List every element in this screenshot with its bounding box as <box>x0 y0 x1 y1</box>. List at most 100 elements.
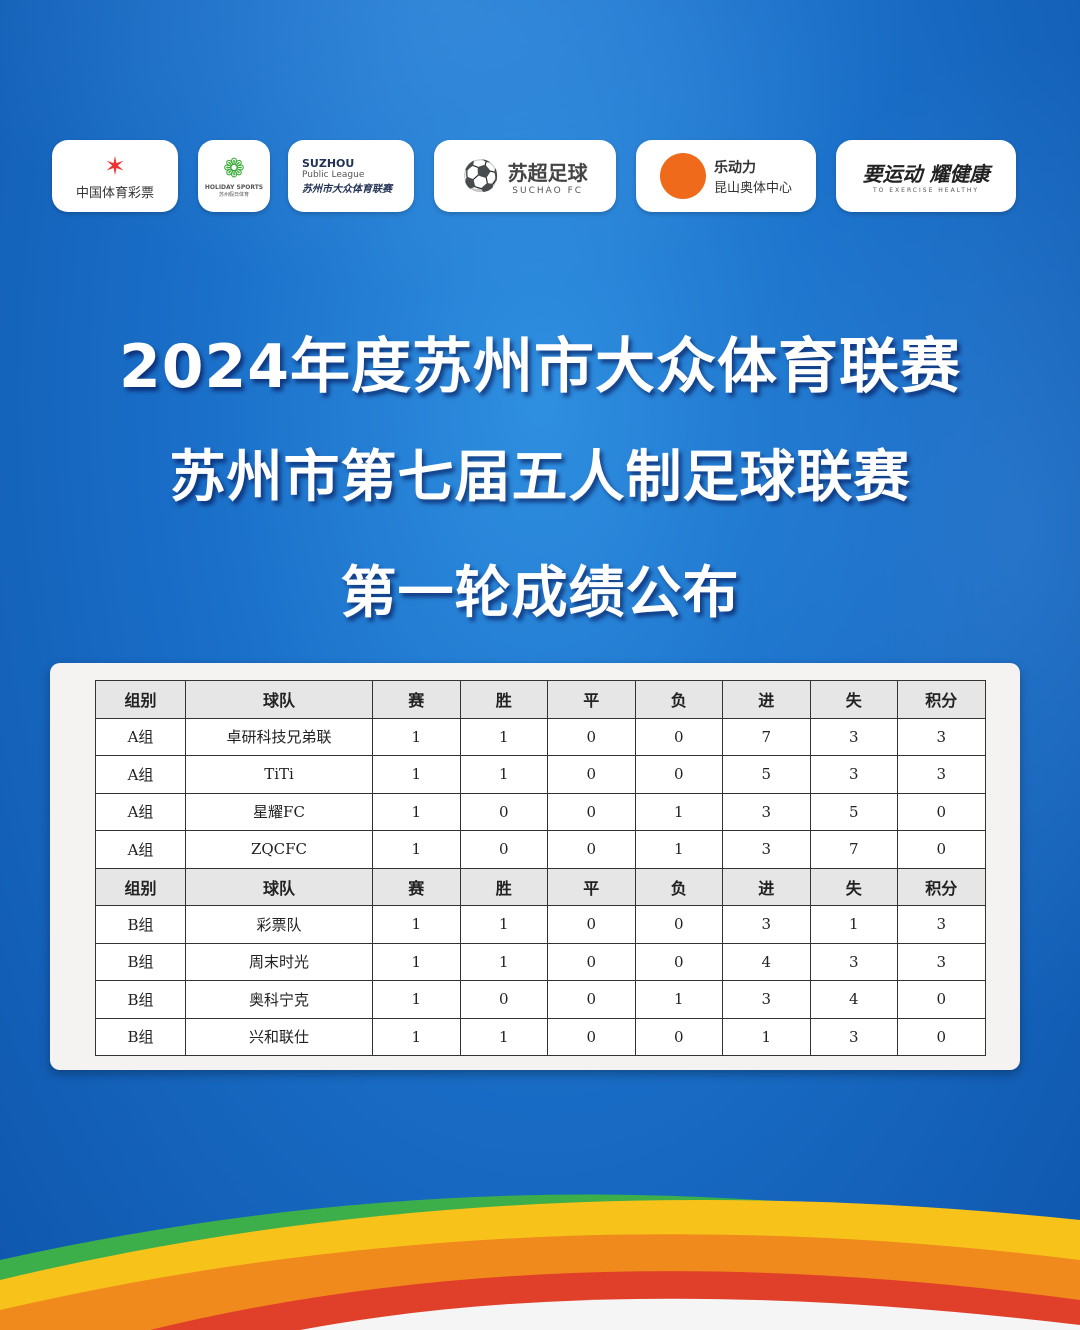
table-cell: 3 <box>809 755 898 794</box>
table-row: A组 TiTi 1 1 0 0 5 3 3 <box>95 755 986 794</box>
table-cell: 星耀FC <box>185 792 373 831</box>
logo-suzhou-public-league: SUZHOU Public League 苏州市大众体育联赛 <box>288 140 414 212</box>
table-cell: 0 <box>634 905 723 944</box>
decorative-arcs <box>0 1194 1080 1330</box>
table-cell: B组 <box>95 942 186 981</box>
table-cell: 0 <box>634 717 723 756</box>
table-row: B组 周末时光 1 1 0 0 4 3 3 <box>95 942 986 981</box>
table-cell: 0 <box>547 717 636 756</box>
table-cell: 0 <box>634 755 723 794</box>
table-cell: 3 <box>897 905 986 944</box>
table-cell: B组 <box>95 980 186 1019</box>
table-cell: 0 <box>897 830 986 869</box>
table-cell: 1 <box>372 717 461 756</box>
table-cell: 1 <box>372 792 461 831</box>
table-cell: 1 <box>372 755 461 794</box>
table-cell: 7 <box>809 830 898 869</box>
table-cell: 3 <box>722 792 811 831</box>
table-cell: ZQCFC <box>185 830 373 869</box>
table-row: A组 ZQCFC 1 0 0 1 3 7 0 <box>95 830 986 869</box>
table-row: B组 彩票队 1 1 0 0 3 1 3 <box>95 905 986 944</box>
column-header: 赛 <box>372 867 461 906</box>
table-cell: 1 <box>459 905 548 944</box>
logo-holiday-sports: ❁ HOLIDAY SPORTS 苏州假日体育 <box>198 140 270 212</box>
table-cell: 0 <box>459 792 548 831</box>
column-header: 积分 <box>897 680 986 719</box>
column-header: 失 <box>809 867 898 906</box>
table-cell: 0 <box>547 792 636 831</box>
logo-suchao-fc: ⚽ 苏超足球 SUCHAO FC <box>434 140 616 212</box>
table-cell: 1 <box>459 1017 548 1056</box>
subtitle: 苏州市第七届五人制足球联赛 <box>169 445 911 510</box>
column-header: 负 <box>634 680 723 719</box>
table-cell: 兴和联仕 <box>185 1017 373 1056</box>
table-cell: A组 <box>95 717 186 756</box>
logo-exercise-health: 要运动 耀健康 TO EXERCISE HEALTHY <box>836 140 1016 212</box>
column-header: 胜 <box>459 867 548 906</box>
table-cell: 0 <box>897 980 986 1019</box>
main-title: 2024年度苏州市大众体育联赛 <box>119 332 961 402</box>
table-cell: 0 <box>547 755 636 794</box>
column-header: 负 <box>634 867 723 906</box>
column-header: 球队 <box>185 680 373 719</box>
table-cell: 1 <box>459 755 548 794</box>
table-cell: 0 <box>547 942 636 981</box>
table-cell: 5 <box>722 755 811 794</box>
table-cell: A组 <box>95 830 186 869</box>
table-cell: 7 <box>722 717 811 756</box>
sponsor-logos: ✶ 中国体育彩票 ❁ HOLIDAY SPORTS 苏州假日体育 SUZHOU … <box>52 140 1016 212</box>
table-cell: 1 <box>372 1017 461 1056</box>
table-cell: 彩票队 <box>185 905 373 944</box>
table-cell: 卓研科技兄弟联 <box>185 717 373 756</box>
table-row: A组 星耀FC 1 0 0 1 3 5 0 <box>95 792 986 831</box>
orange-circle-icon <box>659 153 706 199</box>
results-card: 组别 球队赛胜平负进失积分 A组 卓研科技兄弟联 1 1 0 0 7 3 3 A组 TiTi 1 1 0 0 5 3… <box>50 663 1020 1070</box>
table-cell: B组 <box>95 1017 186 1056</box>
table-cell: 1 <box>634 980 723 1019</box>
table-row: B组 奥科宁克 1 0 0 1 3 4 0 <box>95 980 986 1019</box>
table-cell: 0 <box>634 942 723 981</box>
table-row: A组 卓研科技兄弟联 1 1 0 0 7 3 3 <box>95 717 986 756</box>
column-header: 平 <box>547 867 636 906</box>
table-cell: 5 <box>809 792 898 831</box>
column-header: 积分 <box>897 867 986 906</box>
table-cell: 3 <box>809 1017 898 1056</box>
table-cell: 3 <box>897 755 986 794</box>
table-cell: 0 <box>547 905 636 944</box>
table-cell: 4 <box>722 942 811 981</box>
standings-table: 组别 球队赛胜平负进失积分 A组 卓研科技兄弟联 1 1 0 0 7 3 3 A组 TiTi 1 1 0 0 5 3… <box>95 680 986 1056</box>
table-cell: 3 <box>722 905 811 944</box>
table-cell: 0 <box>459 980 548 1019</box>
column-header: 进 <box>722 867 811 906</box>
table-cell: 4 <box>809 980 898 1019</box>
table-cell: 0 <box>547 980 636 1019</box>
table-cell: 1 <box>634 792 723 831</box>
table-cell: 1 <box>809 905 898 944</box>
table-cell: 1 <box>372 830 461 869</box>
football-icon: ⚽ <box>462 158 500 194</box>
table-cell: 奥科宁克 <box>185 980 373 1019</box>
table-cell: 3 <box>809 717 898 756</box>
table-cell: 0 <box>634 1017 723 1056</box>
table-cell: A组 <box>95 792 186 831</box>
logo-kunshan-olympic-center: 乐动力 昆山奥体中心 <box>636 140 816 212</box>
table-cell: 0 <box>459 830 548 869</box>
table-cell: TiTi <box>185 755 373 794</box>
column-header: 赛 <box>372 680 461 719</box>
table-cell: 0 <box>547 830 636 869</box>
table-cell: 3 <box>809 942 898 981</box>
column-header: 组别 <box>95 680 186 719</box>
column-header: 胜 <box>459 680 548 719</box>
table-cell: 3 <box>897 942 986 981</box>
table-cell: 1 <box>634 830 723 869</box>
table-cell: 1 <box>372 942 461 981</box>
table-cell: 3 <box>897 717 986 756</box>
table-cell: A组 <box>95 755 186 794</box>
table-cell: 1 <box>372 905 461 944</box>
arc-white <box>300 1298 1080 1330</box>
column-header: 组别 <box>95 867 186 906</box>
column-header: 进 <box>722 680 811 719</box>
logo-china-sports-lottery: ✶ 中国体育彩票 <box>52 140 178 212</box>
table-cell: 0 <box>897 1017 986 1056</box>
table-cell: 周末时光 <box>185 942 373 981</box>
